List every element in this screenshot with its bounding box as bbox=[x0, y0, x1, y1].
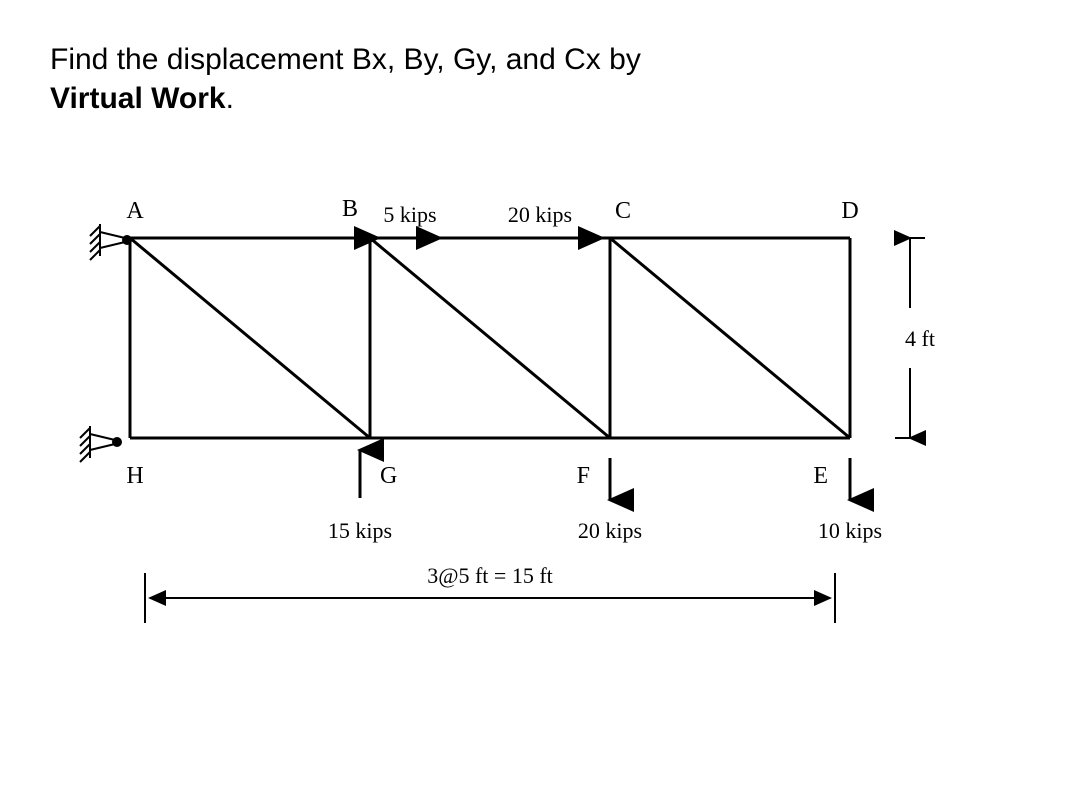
load-C-label: 20 kips bbox=[508, 202, 572, 227]
label-F: F bbox=[577, 463, 590, 489]
load-E-label: 10 kips bbox=[818, 518, 882, 543]
load-F-label: 20 kips bbox=[578, 518, 642, 543]
truss-diagram: A B C D H G F E 5 kips 20 kips 15 kips 2… bbox=[70, 178, 970, 738]
label-A: A bbox=[126, 198, 144, 224]
truss-members bbox=[130, 238, 850, 438]
support-H bbox=[80, 426, 121, 462]
title-line1: Find the displacement Bx, By, Gy, and Cx… bbox=[50, 43, 641, 76]
problem-title: Find the displacement Bx, By, Gy, and Cx… bbox=[50, 40, 1030, 118]
load-G-label: 15 kips bbox=[328, 518, 392, 543]
label-D: D bbox=[841, 198, 858, 224]
label-E: E bbox=[813, 463, 828, 489]
load-B-label: 5 kips bbox=[383, 202, 436, 227]
label-C: C bbox=[615, 198, 631, 224]
dim-height-label: 4 ft bbox=[905, 326, 935, 351]
label-B: B bbox=[342, 196, 358, 222]
title-line2-rest: . bbox=[226, 82, 234, 115]
title-line2-bold: Virtual Work bbox=[50, 82, 226, 115]
label-H: H bbox=[126, 463, 143, 489]
support-A bbox=[90, 224, 131, 260]
dim-span-label: 3@5 ft = 15 ft bbox=[427, 563, 553, 588]
label-G: G bbox=[380, 463, 397, 489]
